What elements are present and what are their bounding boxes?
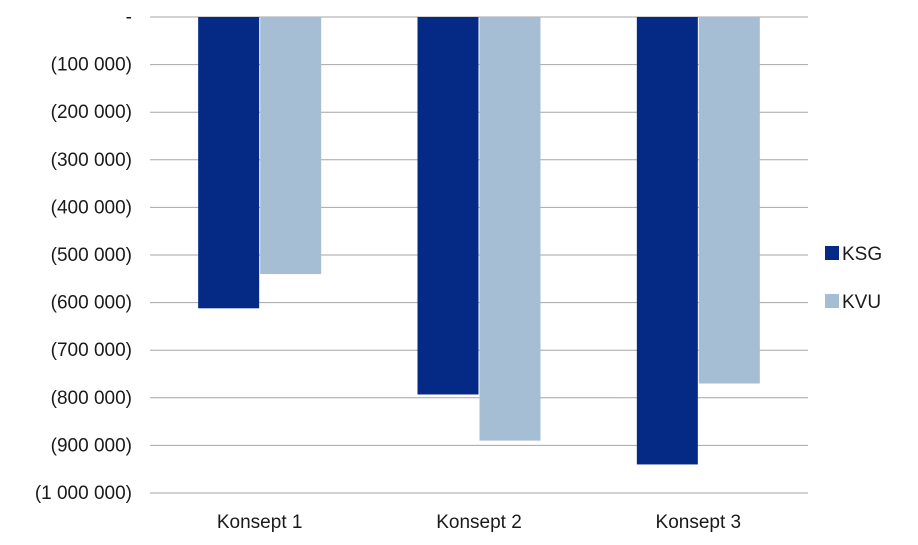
y-tick-label: (1 000 000) [35, 483, 132, 504]
y-axis-tick-labels: - (100 000) (200 000) (300 000) (400 000) (50… [35, 7, 132, 504]
legend-swatch-kvu [825, 294, 839, 308]
y-tick-label: (100 000) [51, 55, 132, 76]
y-tick-label: (200 000) [51, 102, 132, 123]
bar-ksg-2 [417, 17, 479, 395]
y-tick-label: (300 000) [51, 150, 132, 171]
bar-ksg-3 [636, 17, 698, 465]
bar-kvu-1 [260, 17, 322, 275]
x-tick-label: Konsept 1 [217, 512, 303, 533]
legend-label-ksg: KSG [842, 244, 882, 265]
y-tick-label: (600 000) [51, 293, 132, 314]
y-tick-label: (500 000) [51, 245, 132, 266]
gridlines [150, 16, 808, 494]
bar-kvu-2 [479, 17, 541, 441]
bar-kvu-3 [698, 17, 760, 384]
x-axis-tick-labels: Konsept 1 Konsept 2 Konsept 3 [217, 512, 741, 533]
y-tick-label: (900 000) [51, 435, 132, 456]
y-tick-label: (400 000) [51, 197, 132, 218]
legend: KSG KVU [825, 244, 882, 313]
x-tick-label: Konsept 3 [656, 512, 742, 533]
legend-swatch-ksg [825, 246, 839, 260]
legend-label-kvu: KVU [842, 292, 881, 313]
y-tick-label: (800 000) [51, 388, 132, 409]
y-tick-label: (700 000) [51, 340, 132, 361]
x-tick-label: Konsept 2 [436, 512, 522, 533]
bar-ksg-1 [198, 17, 260, 309]
y-tick-label: - [126, 7, 132, 28]
bars [198, 17, 760, 465]
